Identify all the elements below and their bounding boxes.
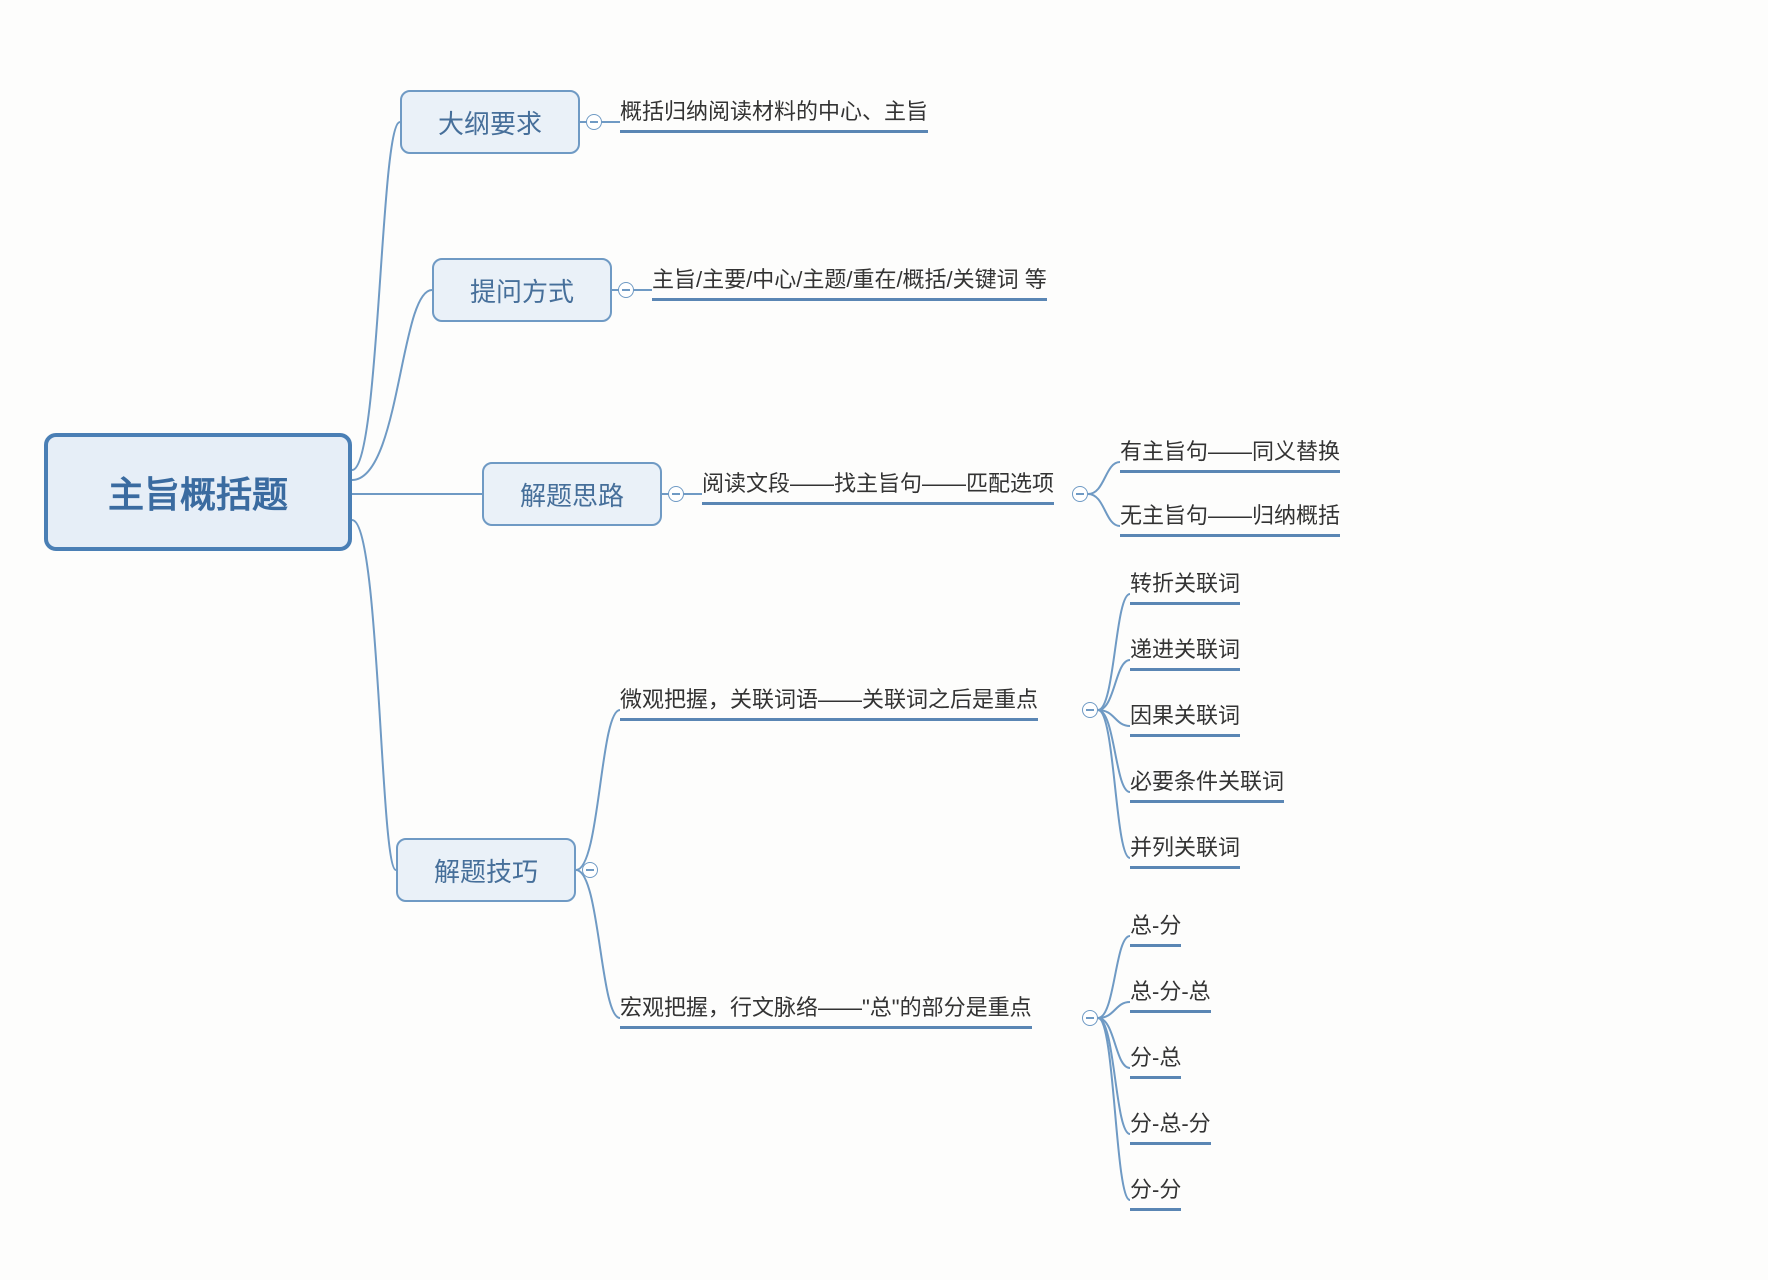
leaf-structure-3: 分-总: [1130, 1040, 1181, 1079]
leaf-macro-grasp: 宏观把握，行文脉络——"总"的部分是重点: [620, 990, 1032, 1029]
leaf-conj-condition: 必要条件关联词: [1130, 764, 1284, 803]
root-label: 主旨概括题: [108, 466, 288, 518]
collapse-icon[interactable]: [1072, 486, 1088, 502]
leaf-no-topic-sentence: 无主旨句——归纳概括: [1120, 498, 1340, 537]
leaf-micro-grasp: 微观把握，关联词语——关联词之后是重点: [620, 682, 1038, 721]
leaf-structure-1: 总-分: [1130, 908, 1181, 947]
branch-question-style[interactable]: 提问方式: [432, 258, 612, 322]
branch-solving-approach[interactable]: 解题思路: [482, 462, 662, 526]
leaf-structure-4: 分-总-分: [1130, 1106, 1211, 1145]
leaf-structure-2: 总-分-总: [1130, 974, 1211, 1013]
leaf-has-topic-sentence: 有主旨句——同义替换: [1120, 434, 1340, 473]
leaf-structure-5: 分-分: [1130, 1172, 1181, 1211]
leaf-conj-parallel: 并列关联词: [1130, 830, 1240, 869]
collapse-icon[interactable]: [668, 486, 684, 502]
leaf-conj-progressive: 递进关联词: [1130, 632, 1240, 671]
connector-layer: [0, 0, 1768, 1280]
collapse-icon[interactable]: [586, 114, 602, 130]
collapse-icon[interactable]: [582, 862, 598, 878]
branch-label: 解题技巧: [434, 852, 538, 889]
branch-label: 提问方式: [470, 272, 574, 309]
root-node[interactable]: 主旨概括题: [44, 433, 352, 551]
branch-label: 解题思路: [520, 476, 624, 513]
branch-solving-technique[interactable]: 解题技巧: [396, 838, 576, 902]
leaf-outline-detail: 概括归纳阅读材料的中心、主旨: [620, 94, 928, 133]
leaf-conj-causal: 因果关联词: [1130, 698, 1240, 737]
branch-label: 大纲要求: [438, 104, 542, 141]
leaf-conj-turn: 转折关联词: [1130, 566, 1240, 605]
collapse-icon[interactable]: [1082, 1010, 1098, 1026]
branch-outline-requirements[interactable]: 大纲要求: [400, 90, 580, 154]
leaf-approach-steps: 阅读文段——找主旨句——匹配选项: [702, 466, 1054, 505]
leaf-question-keywords: 主旨/主要/中心/主题/重在/概括/关键词 等: [652, 262, 1047, 301]
collapse-icon[interactable]: [618, 282, 634, 298]
collapse-icon[interactable]: [1082, 702, 1098, 718]
